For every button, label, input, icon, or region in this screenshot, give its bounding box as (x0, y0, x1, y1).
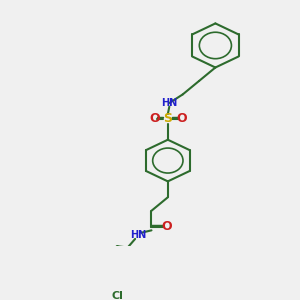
Text: S: S (163, 112, 172, 125)
Text: O: O (149, 112, 160, 125)
Text: HN: HN (130, 230, 146, 240)
Text: HN: HN (161, 98, 177, 108)
Text: O: O (161, 220, 172, 233)
Text: O: O (176, 112, 187, 125)
Text: Cl: Cl (111, 292, 123, 300)
